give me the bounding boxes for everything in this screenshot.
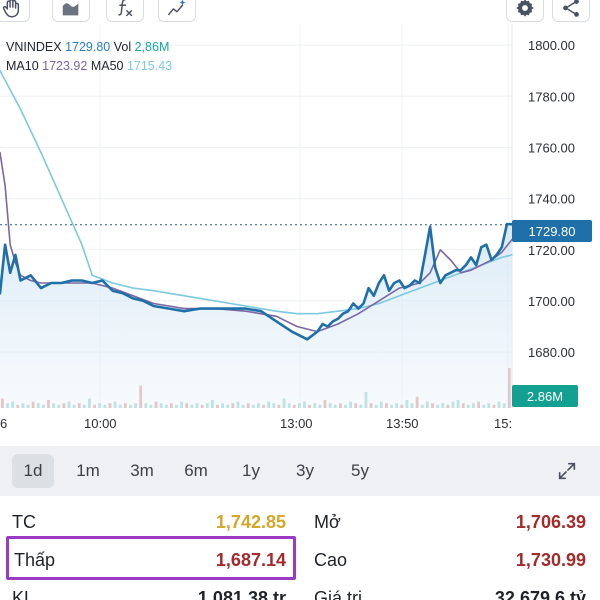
stat-gt-value: 32,679.6 tỷ	[494, 588, 586, 600]
legend-vol-value: 2,86M	[134, 40, 170, 54]
stat-mo-value: 1,706.39	[515, 512, 586, 532]
period-5y[interactable]: 5y	[351, 461, 369, 480]
chart-canvas[interactable]: 1800.00 1780.00 1760.00 1740.00 1720.00 1700.…	[0, 24, 600, 440]
function-icon	[118, 0, 133, 17]
stat-mo-label: Mở	[314, 512, 341, 532]
fullscreen-button[interactable]	[552, 456, 582, 486]
settings-button[interactable]	[506, 0, 544, 22]
stat-tc-label: TC	[12, 512, 36, 532]
stat-row-1: TC 1,742.85 Mở 1,706.39	[0, 502, 600, 542]
price-area	[0, 224, 512, 408]
hand-tool-button[interactable]	[0, 0, 30, 22]
stat-tc-value: 1,742.85	[215, 512, 286, 532]
stat-thap-label: Thấp	[14, 550, 56, 570]
x-tick-label: 10:00	[84, 416, 117, 431]
current-price-tag: 1729.80	[512, 220, 592, 242]
legend-row-ma: MA10 1723.92 MA50 1715.43	[6, 57, 172, 76]
chart-legend: VNINDEX 1729.80 Vol 2,86M MA10 1723.92 M…	[6, 38, 172, 76]
legend-symbol: VNINDEX	[6, 40, 62, 54]
legend-price: 1729.80	[65, 40, 111, 54]
y-tick-label: 1800.00	[528, 38, 575, 53]
stats-panel: TC 1,742.85 Mở 1,706.39 Thấp 1,687.14 Ca…	[0, 500, 600, 600]
curve-icon	[62, 3, 79, 16]
stat-gt-label: Giá trị	[314, 588, 363, 600]
period-1y[interactable]: 1y	[242, 461, 260, 480]
legend-vol-label: Vol	[113, 40, 132, 54]
draw-tool-button[interactable]	[52, 0, 90, 22]
expand-icon	[558, 462, 576, 480]
y-tick-label: 1700.00	[528, 294, 575, 309]
period-3y[interactable]: 3y	[296, 461, 314, 480]
legend-row-price: VNINDEX 1729.80 Vol 2,86M	[6, 38, 172, 57]
vnindex-price-line	[0, 222, 514, 341]
stat-cao-label: Cao	[314, 550, 348, 570]
gear-icon	[516, 0, 534, 17]
y-tick-label: 1680.00	[528, 345, 575, 360]
low-price-highlight	[6, 536, 296, 580]
y-tick-label: 1780.00	[528, 89, 575, 104]
period-selector: 1d 1m 3m 6m 1y 3y 5y	[0, 446, 600, 496]
chart-toolbar	[0, 0, 600, 24]
stat-row-2: Thấp 1,687.14 Cao 1,730.99	[0, 540, 600, 580]
indicator-tool-button[interactable]	[106, 0, 144, 22]
legend-ma50-label: MA50	[90, 59, 124, 73]
legend-ma10-label: MA10	[6, 59, 39, 73]
stat-kl-value: 1,081.38 tr	[197, 588, 286, 600]
period-6m[interactable]: 6m	[184, 461, 208, 480]
stat-cao-value: 1,730.99	[515, 550, 586, 570]
y-tick-label: 1740.00	[528, 192, 575, 207]
stat-kl-label: KL	[12, 588, 35, 600]
stat-row-3: KL 1,081.38 tr Giá trị 32,679.6 tỷ	[0, 580, 600, 600]
sparkle-trend-icon	[168, 0, 186, 16]
stat-thap-value: 1,687.14	[215, 550, 286, 570]
x-tick-label: 13:00	[280, 416, 313, 431]
y-tick-label: 1760.00	[528, 140, 575, 155]
legend-ma10-value: 1723.92	[42, 59, 88, 73]
share-button[interactable]	[552, 0, 590, 22]
compare-tool-button[interactable]	[158, 0, 196, 22]
share-icon	[563, 0, 579, 17]
period-1d[interactable]: 1d	[12, 454, 54, 488]
hand-icon	[2, 0, 20, 18]
x-tick-label: 6	[0, 416, 7, 431]
period-1m[interactable]: 1m	[76, 461, 100, 480]
x-tick-label: 13:50	[386, 416, 419, 431]
period-3m[interactable]: 3m	[130, 461, 154, 480]
current-volume-tag: 2.86M	[512, 385, 578, 407]
x-tick-label: 15:	[494, 416, 512, 431]
legend-ma50-value: 1715.43	[126, 59, 173, 73]
price-chart[interactable]: 1800.00 1780.00 1760.00 1740.00 1720.00 1700.…	[0, 24, 600, 440]
y-tick-label: 1720.00	[528, 243, 575, 258]
